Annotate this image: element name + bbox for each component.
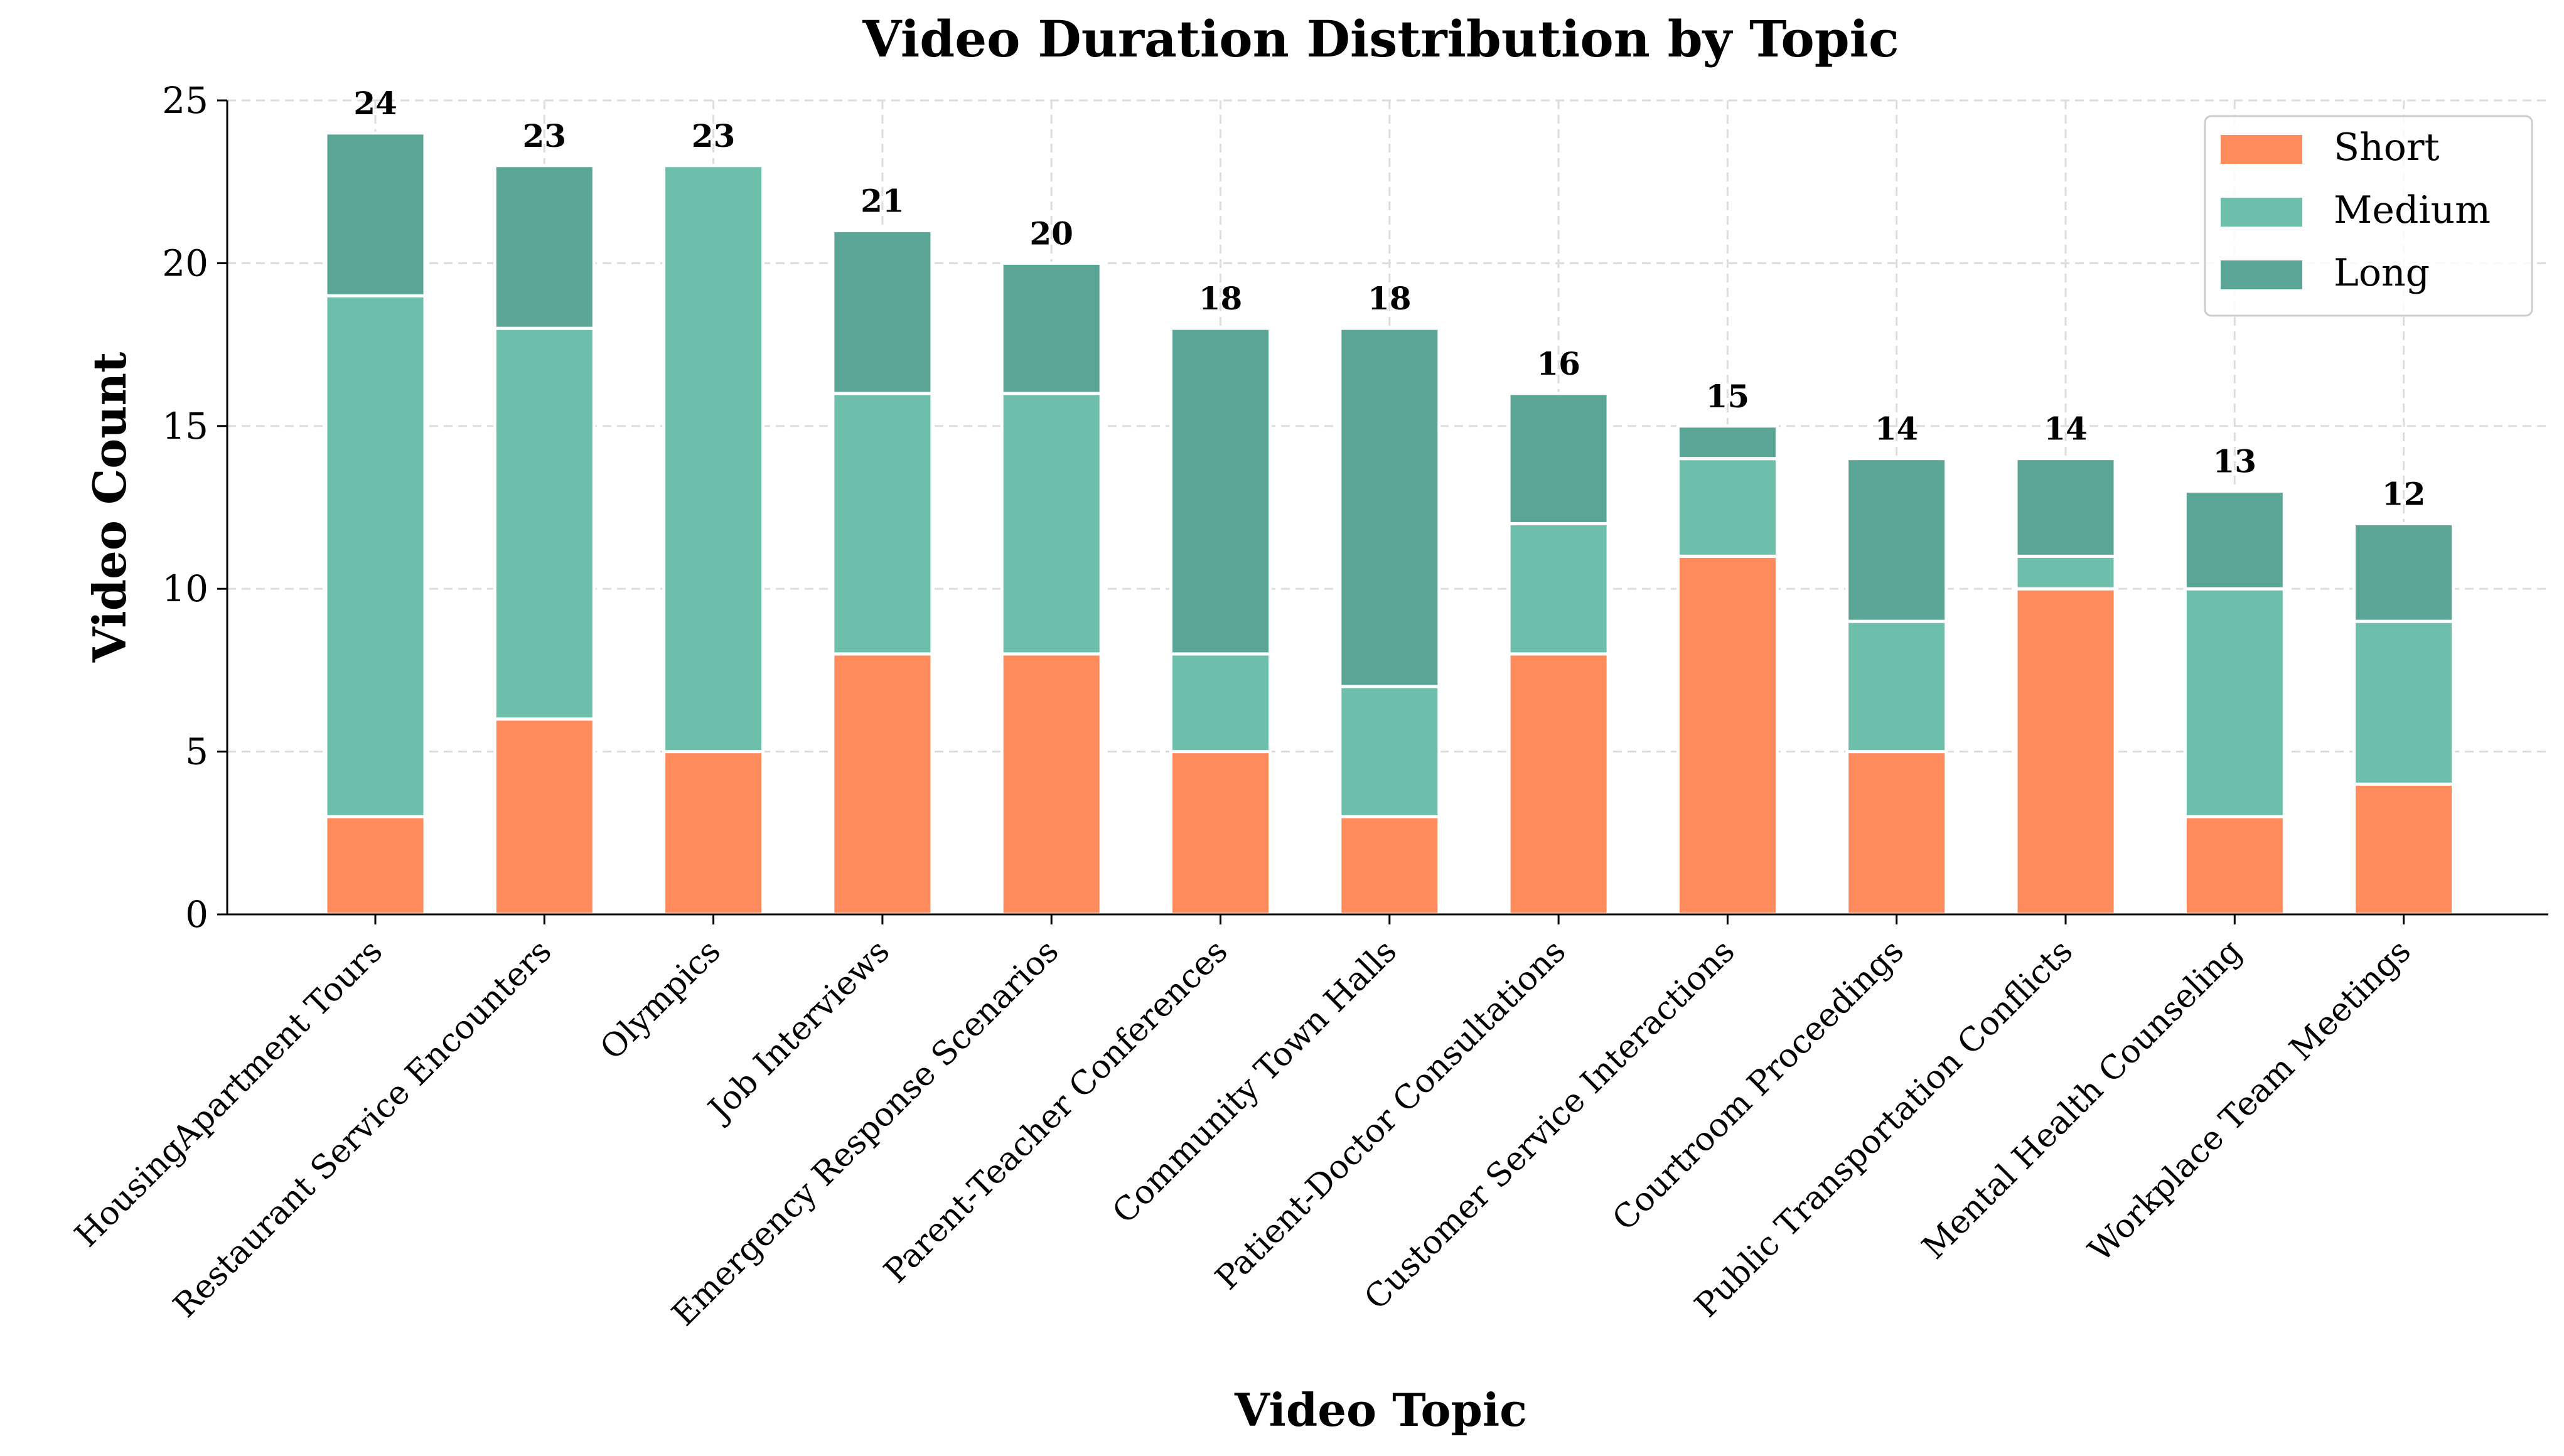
legend-swatch-medium bbox=[2221, 198, 2302, 227]
bar-segment-long bbox=[493, 164, 596, 330]
bar-segment-short bbox=[1507, 652, 1610, 916]
bar-segment-medium bbox=[1845, 619, 1948, 754]
bar-total-label: 12 bbox=[2382, 475, 2426, 512]
bar-total-label: 18 bbox=[1368, 280, 1412, 317]
bar-total-label: 21 bbox=[861, 183, 904, 220]
x-tick-label: Courtroom Proceedings bbox=[1606, 933, 1911, 1238]
bar-segment-medium bbox=[1338, 685, 1441, 818]
x-tick-label: Workplace Team Meetings bbox=[2081, 933, 2418, 1270]
legend: Short Medium Long bbox=[2204, 115, 2533, 317]
x-tick-label: Restaurant Service Encounters bbox=[166, 933, 559, 1325]
x-axis-label: Video Topic bbox=[1234, 1383, 1527, 1437]
x-tick-label: Job Interviews bbox=[699, 933, 897, 1130]
legend-label-long: Long bbox=[2334, 251, 2430, 295]
y-tick-label: 20 bbox=[162, 242, 208, 284]
bar-total-label: 15 bbox=[1706, 378, 1750, 415]
bar-segment-short bbox=[1338, 815, 1441, 916]
bar-layer bbox=[324, 131, 2455, 916]
bar-segment-long bbox=[1338, 326, 1441, 688]
bar-segment-short bbox=[2014, 587, 2117, 916]
bar-total-label: 14 bbox=[2044, 410, 2088, 447]
x-tick-label: Public Transportation Conflicts bbox=[1688, 933, 2080, 1325]
bar-total-label: 23 bbox=[692, 117, 736, 154]
bar-segment-medium bbox=[1676, 457, 1779, 558]
bar-segment-long bbox=[1507, 392, 1610, 525]
bar-segment-short bbox=[1169, 750, 1272, 916]
bar-total-label: 24 bbox=[353, 85, 397, 122]
bar-segment-short bbox=[1845, 750, 1948, 916]
bar-segment-short bbox=[493, 717, 596, 916]
bar-segment-short bbox=[1676, 554, 1779, 916]
y-tick-label: 25 bbox=[162, 79, 208, 122]
bar-total-label: 23 bbox=[523, 117, 567, 154]
bar-segment-medium bbox=[1169, 652, 1272, 754]
bar-total-label: 14 bbox=[1875, 410, 1919, 447]
bar-segment-medium bbox=[1000, 392, 1103, 656]
y-tick-label: 5 bbox=[185, 731, 208, 773]
bar-segment-medium bbox=[324, 294, 427, 818]
y-tick-label: 10 bbox=[162, 567, 208, 610]
bar-segment-medium bbox=[831, 392, 934, 656]
x-tick-label: Customer Service Interactions bbox=[1358, 933, 1742, 1317]
x-tick-label: Patient-Doctor Consultations bbox=[1208, 933, 1573, 1297]
x-tick-label: HousingApartment Tours bbox=[68, 933, 390, 1255]
bar-total-label: 20 bbox=[1029, 215, 1073, 252]
axis-layer bbox=[217, 99, 2548, 924]
legend-swatch-short bbox=[2221, 135, 2302, 164]
bar-segment-long bbox=[1845, 457, 1948, 623]
bar-segment-long bbox=[324, 131, 427, 297]
x-tick-label: Olympics bbox=[593, 933, 728, 1068]
y-tick-label: 15 bbox=[162, 405, 208, 447]
bar-segment-long bbox=[2183, 490, 2286, 591]
bar-segment-medium bbox=[493, 326, 596, 721]
bar-total-label: 13 bbox=[2213, 443, 2257, 480]
bar-segment-medium bbox=[1507, 522, 1610, 656]
bar-segment-short bbox=[662, 750, 765, 916]
bar-segment-medium bbox=[2014, 554, 2117, 591]
legend-label-short: Short bbox=[2334, 126, 2440, 169]
x-tick-label: Parent-Teacher Conferences bbox=[877, 933, 1235, 1291]
bar-segment-short bbox=[2352, 782, 2455, 916]
legend-label-medium: Medium bbox=[2334, 188, 2491, 232]
bar-segment-short bbox=[324, 815, 427, 916]
bar-segment-short bbox=[1000, 652, 1103, 916]
legend-swatch-long bbox=[2221, 260, 2302, 289]
bar-segment-medium bbox=[662, 164, 765, 754]
bar-segment-long bbox=[1676, 424, 1779, 461]
bar-segment-short bbox=[2183, 815, 2286, 916]
y-axis-label: Video Count bbox=[83, 352, 136, 663]
x-tick-label: Community Town Halls bbox=[1105, 933, 1404, 1231]
bar-segment-long bbox=[1169, 326, 1272, 656]
bar-segment-long bbox=[831, 229, 934, 395]
x-tick-label: Emergency Response Scenarios bbox=[665, 933, 1066, 1334]
bar-total-label: 16 bbox=[1537, 345, 1580, 382]
y-tick-label: 0 bbox=[185, 893, 208, 936]
bar-segment-medium bbox=[2352, 619, 2455, 786]
bar-segment-long bbox=[1000, 261, 1103, 395]
bar-segment-medium bbox=[2183, 587, 2286, 818]
x-tick-label: Mental Health Counseling bbox=[1915, 933, 2249, 1266]
chart-title: Video Duration Distribution by Topic bbox=[862, 9, 1899, 68]
bar-segment-long bbox=[2352, 522, 2455, 623]
bar-segment-long bbox=[2014, 457, 2117, 558]
bar-total-label: 18 bbox=[1199, 280, 1243, 317]
bar-segment-short bbox=[831, 652, 934, 916]
